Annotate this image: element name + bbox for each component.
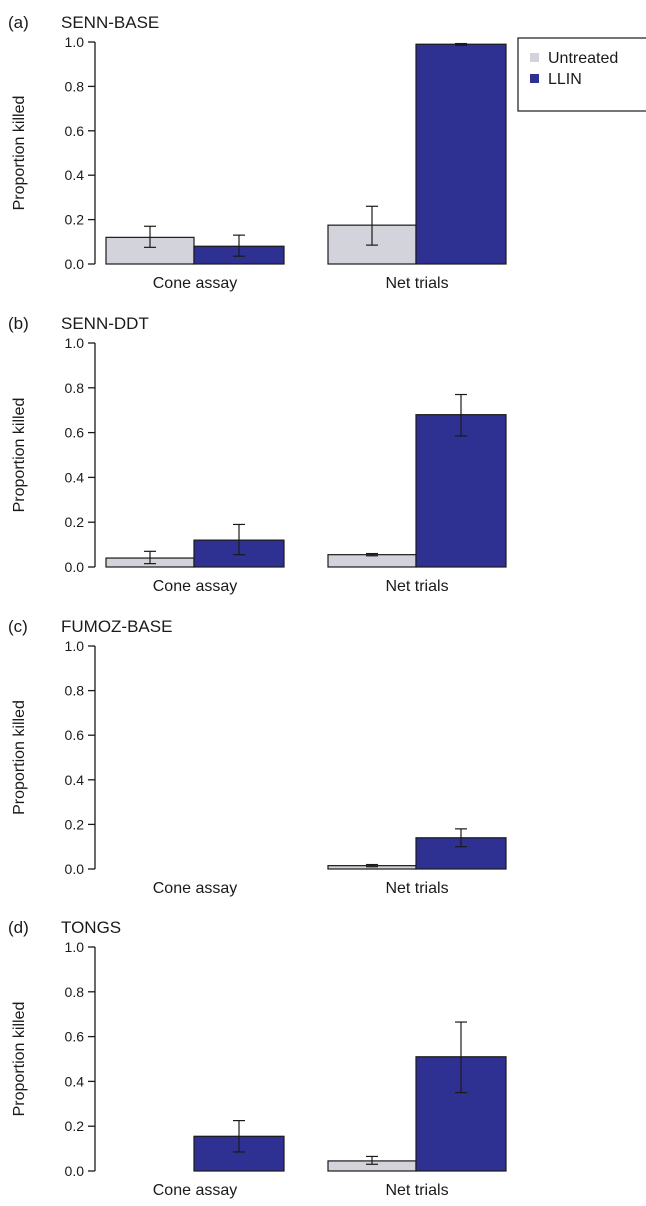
panel-label: (a) [8,13,29,32]
bar-untreated-net-trials [327,554,417,568]
panel-title: SENN-BASE [61,13,159,32]
y-axis-title: Proportion killed [11,700,28,815]
legend: Untreated LLIN [517,37,646,112]
y-axis-title: Proportion killed [11,398,28,513]
panel-label: (b) [8,314,29,333]
y-tick-label: 0.0 [65,861,85,877]
category-label: Cone assay [153,880,238,897]
panel-title: TONGS [61,918,121,937]
y-tick-label: 1.0 [65,335,85,351]
bar-llin-net-trials [415,414,507,568]
legend-swatch-llin [530,74,539,83]
y-tick-label: 0.6 [65,123,85,139]
y-tick-label: 0.0 [65,559,85,575]
y-tick-label: 0.0 [65,256,85,272]
y-tick-label: 0.2 [65,1118,85,1134]
y-tick-label: 0.4 [65,167,85,183]
panel-label: (d) [8,918,29,937]
y-tick-label: 0.6 [65,425,85,441]
y-axis-title: Proportion killed [11,96,28,211]
panel-2: (b) SENN-DDT 0.0 0.2 0.4 0.6 0.8 1.0 Proportion … [8,314,507,595]
bar-llin-net-trials [415,43,507,265]
category-label: Cone assay [153,275,238,292]
legend-label: Untreated [548,50,618,67]
category-label: Net trials [385,275,448,292]
legend-swatch-untreated [530,53,539,62]
category-label: Cone assay [153,578,238,595]
y-tick-label: 0.8 [65,380,85,396]
y-tick-label: 0.6 [65,727,85,743]
category-label: Net trials [385,1182,448,1199]
y-tick-label: 0.2 [65,212,85,228]
panel-title: FUMOZ-BASE [61,617,172,636]
y-tick-label: 1.0 [65,638,85,654]
y-axis-title: Proportion killed [11,1002,28,1117]
category-label: Net trials [385,578,448,595]
panel-4: (d) TONGS 0.0 0.2 0.4 0.6 0.8 1.0 Proportion kil… [8,918,507,1199]
y-tick-label: 1.0 [65,34,85,50]
panel-1: (a) SENN-BASE 0.0 0.2 0.4 0.6 0.8 1.0 Proportion… [8,13,507,292]
panel-label: (c) [8,617,28,636]
y-tick-label: 0.4 [65,772,85,788]
y-tick-label: 0.0 [65,1163,85,1179]
category-label: Cone assay [153,1182,238,1199]
panel-title: SENN-DDT [61,314,149,333]
legend-box [517,37,646,112]
y-tick-label: 0.8 [65,78,85,94]
y-tick-label: 0.4 [65,469,85,485]
y-tick-label: 0.2 [65,514,85,530]
y-tick-label: 0.8 [65,683,85,699]
panel-3: (c) FUMOZ-BASE 0.0 0.2 0.4 0.6 0.8 1.0 Proportio… [8,617,507,897]
y-tick-label: 0.4 [65,1073,85,1089]
category-label: Net trials [385,880,448,897]
y-tick-label: 0.2 [65,816,85,832]
y-tick-label: 1.0 [65,939,85,955]
y-tick-label: 0.8 [65,984,85,1000]
y-tick-label: 0.6 [65,1029,85,1045]
legend-label: LLIN [548,71,582,88]
